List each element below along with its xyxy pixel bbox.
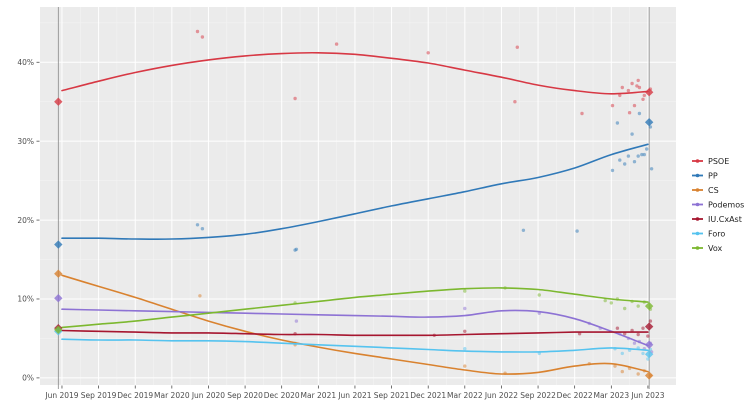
- result-podemos-2023: [644, 340, 654, 349]
- result-iu-cxast-2023: [644, 322, 654, 331]
- legend-key-point-icon: [695, 217, 700, 221]
- x-tick-label: Jun 2019: [44, 391, 78, 400]
- x-tick-label: Sep 2022: [520, 391, 556, 400]
- legend-label: Vox: [708, 244, 723, 253]
- result-psoe-2019: [54, 97, 63, 106]
- x-tick-label: Jun 2021: [337, 391, 371, 400]
- legend-key-point-icon: [695, 202, 700, 207]
- legend-item-podemos: Podemos: [692, 201, 744, 210]
- x-tick-label: Dec 2022: [557, 391, 593, 400]
- legend-item-vox: Vox: [692, 244, 723, 253]
- result-psoe-2023: [644, 88, 654, 97]
- x-tick-label: Mar 2023: [593, 391, 629, 400]
- legend-item-cs: CS: [692, 186, 719, 195]
- legend-key-point-icon: [695, 246, 700, 250]
- y-tick-label: 30%: [17, 137, 34, 146]
- result-cs-2023: [644, 371, 654, 380]
- y-axis: 0% 10% 20% 30% 40%: [17, 58, 40, 383]
- result-pp-2023: [644, 118, 654, 127]
- legend-key-point-icon: [695, 188, 700, 192]
- legend-item-pp: PP: [692, 172, 718, 181]
- result-vox-2023: [644, 301, 654, 311]
- legend-label: PSOE: [708, 157, 729, 166]
- gridlines: [40, 7, 676, 385]
- result-foro-2023: [644, 350, 654, 359]
- series-psoe-trend-line: [61, 51, 649, 95]
- series-podemos-trend-line: [61, 308, 649, 347]
- legend-label: IU.CxAst: [708, 215, 742, 224]
- x-tick-label: Mar 2020: [154, 391, 190, 400]
- y-tick-label: 10%: [17, 295, 34, 304]
- y-tick-label: 0%: [22, 374, 34, 383]
- legend-label: CS: [708, 186, 719, 195]
- legend-key-point-icon: [695, 231, 700, 236]
- legend-key-point-icon: [695, 173, 700, 178]
- y-tick-label: 40%: [17, 58, 34, 67]
- x-tick-label: Jun 2022: [484, 391, 518, 400]
- x-tick-label: Jun 2023: [630, 391, 664, 400]
- series-pp-trend-line: [61, 143, 649, 240]
- legend-item-psoe: PSOE: [692, 157, 729, 166]
- legend-label: PP: [708, 172, 718, 181]
- result-cs-2019: [54, 269, 63, 278]
- legend-label: Foro: [708, 230, 725, 239]
- x-tick-label: Dec 2020: [264, 391, 300, 400]
- series-iu-cxast-polls: [293, 319, 653, 338]
- series-iu-cxast-trend-line: [61, 329, 649, 337]
- x-tick-label: Dec 2019: [117, 391, 153, 400]
- result-podemos-2019: [54, 293, 63, 303]
- series-vox-trend-line: [61, 287, 649, 329]
- series-pp-polls: [195, 111, 654, 252]
- result-vox-2019: [54, 325, 63, 334]
- x-tick-label: Dec 2021: [410, 391, 446, 400]
- legend-label: Podemos: [708, 201, 744, 210]
- result-pp-2019: [54, 240, 63, 249]
- series-foro-trend-line: [61, 338, 649, 353]
- y-tick-label: 20%: [17, 216, 34, 225]
- x-tick-label: Mar 2021: [301, 391, 337, 400]
- legend-item-iu-cxast: IU.CxAst: [692, 215, 742, 224]
- series-cs-trend-line: [61, 274, 649, 375]
- x-axis: Jun 2019 Sep 2019 Dec 2019 Mar 2020 Jun 2020…: [44, 385, 665, 400]
- series-psoe-polls: [195, 29, 653, 116]
- x-tick-label: Sep 2020: [227, 391, 263, 400]
- legend-key-point-icon: [695, 159, 700, 163]
- x-tick-label: Mar 2022: [447, 391, 483, 400]
- chart-legend: PSOE PP CS Podemos IU.CxAst Foro Vox: [692, 157, 744, 253]
- x-tick-label: Jun 2020: [191, 391, 225, 400]
- x-tick-label: Sep 2019: [81, 391, 117, 400]
- x-tick-label: Sep 2021: [374, 391, 410, 400]
- legend-item-foro: Foro: [692, 230, 725, 239]
